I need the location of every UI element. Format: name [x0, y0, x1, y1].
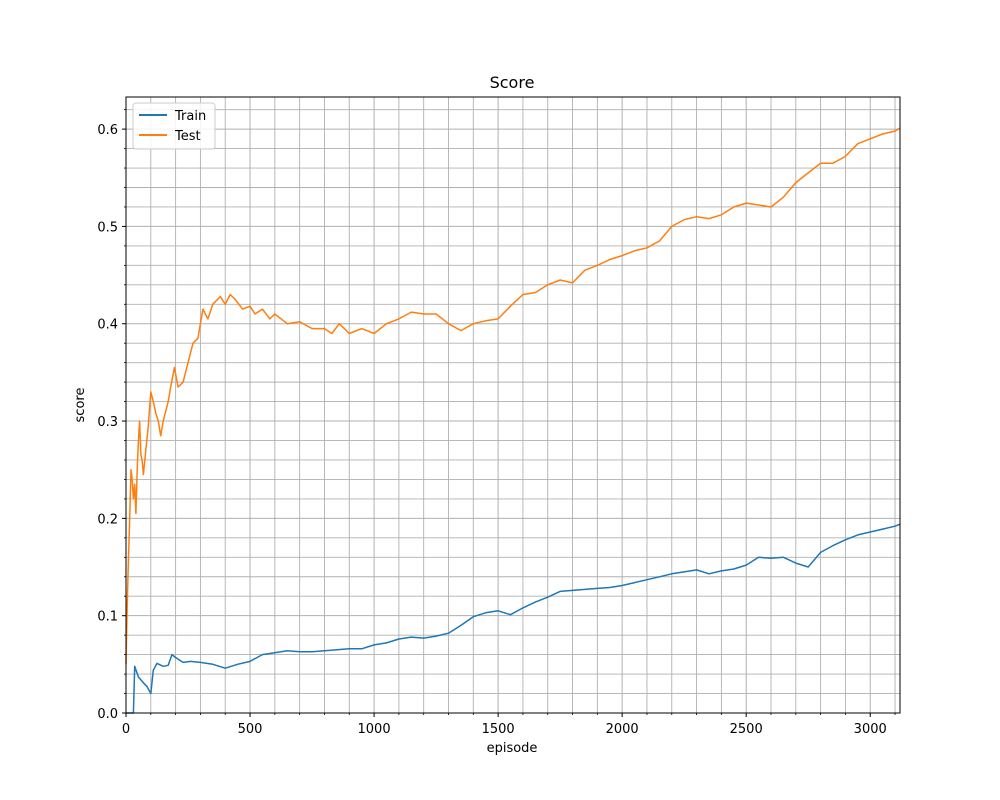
x-tick-label: 3000: [854, 722, 887, 737]
y-tick-label: 0.2: [97, 512, 118, 527]
x-tick-label: 2500: [730, 722, 763, 737]
plot-frame: [125, 96, 901, 714]
series-layer: [125, 127, 901, 714]
y-tick-label: 0.4: [97, 318, 118, 333]
y-tick-label: 0.1: [97, 610, 118, 625]
legend-label-test: Test: [174, 129, 201, 144]
x-tick-label: 0: [122, 722, 130, 737]
series-line-test: [125, 127, 901, 665]
y-tick-label: 0.5: [97, 220, 118, 235]
legend-label-train: Train: [174, 109, 206, 124]
x-tick-label: 1000: [358, 722, 391, 737]
y-tick-label: 0.6: [97, 123, 118, 138]
legend: Train Test: [132, 102, 216, 150]
x-tick-label: 500: [238, 722, 263, 737]
tick-layer: 0 500 1000 1500 2000 2500 3000 0.0 0.1 0.2 0.3 0.4 0…: [97, 109, 896, 737]
y-axis-label: score: [73, 388, 88, 423]
series-line-train: [126, 523, 901, 714]
x-axis-label: episode: [487, 741, 538, 756]
x-tick-label: 2000: [606, 722, 639, 737]
x-tick-label: 1500: [482, 722, 515, 737]
chart-title: Score: [490, 73, 535, 92]
y-tick-label: 0.3: [97, 415, 118, 430]
y-tick-label: 0.0: [97, 707, 118, 722]
